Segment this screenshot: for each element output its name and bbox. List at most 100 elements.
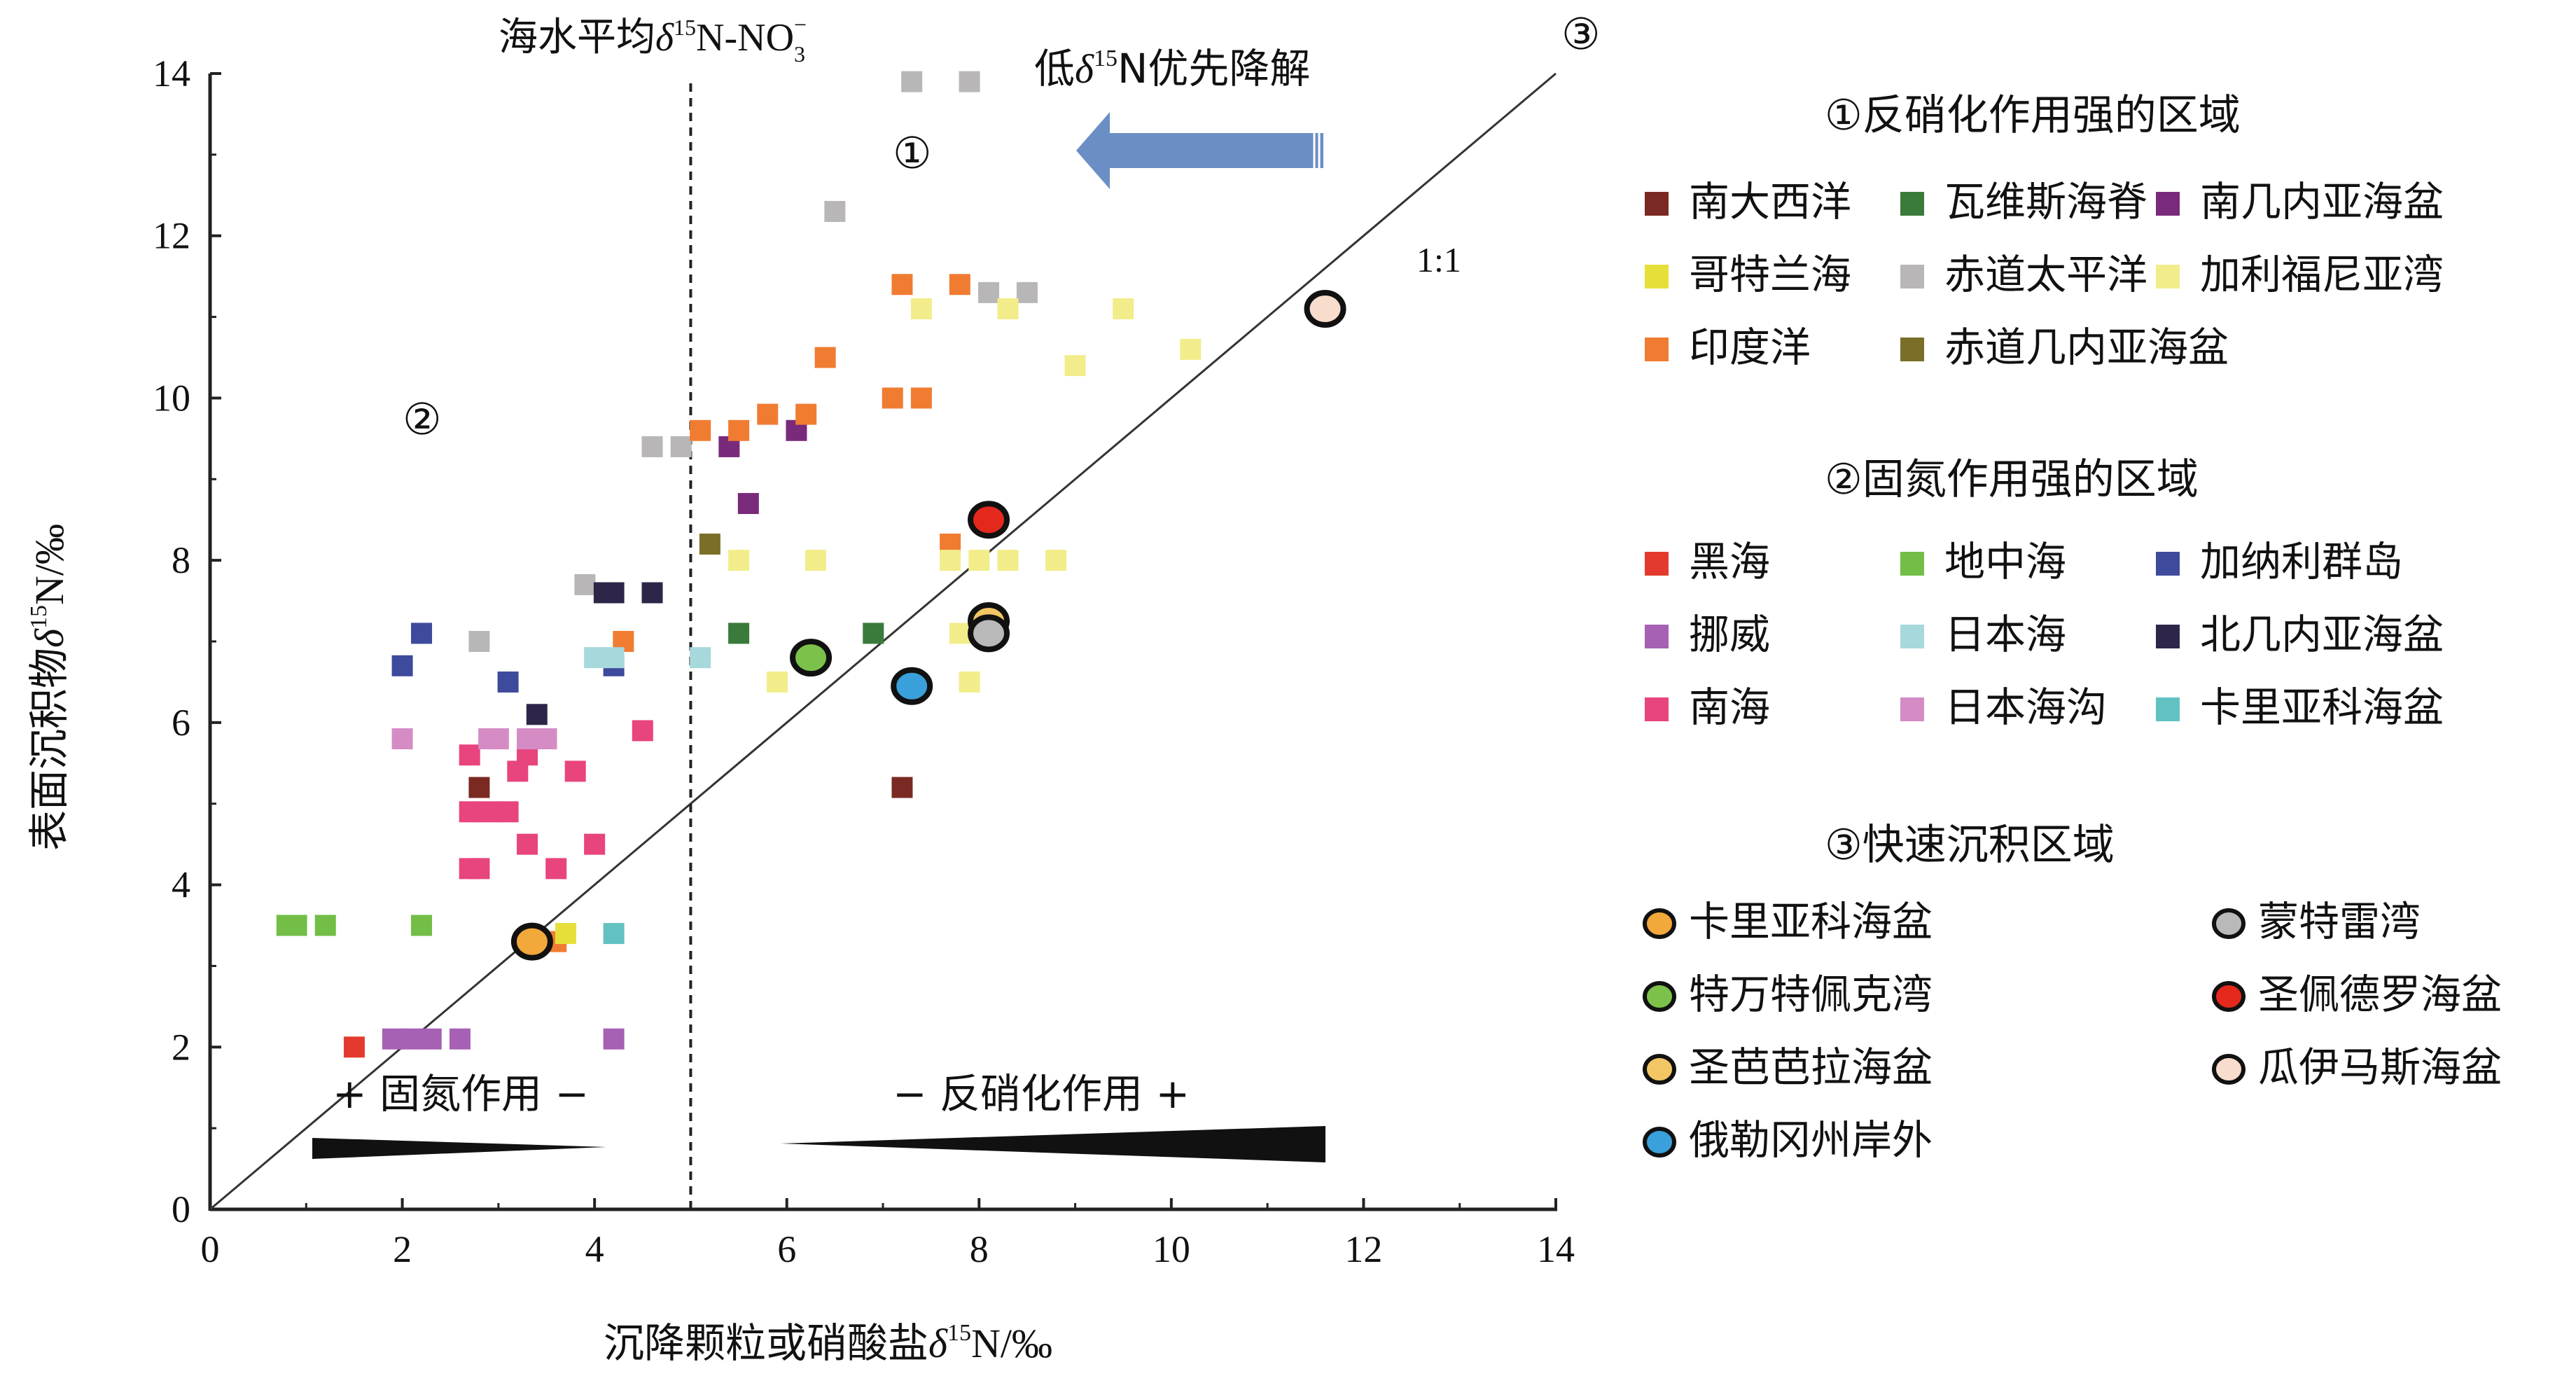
legend-marker-square bbox=[1645, 192, 1669, 216]
legend-label: 南几内亚海盆 bbox=[2200, 178, 2444, 225]
legend-label: 赤道几内亚海盆 bbox=[1944, 324, 2229, 371]
data-point-square bbox=[959, 671, 980, 693]
y-tick-label: 8 bbox=[172, 539, 190, 581]
plot-area: 0 2 4 6 8 10 12 14 0 2 4 6 8 10 12 14 bbox=[153, 53, 1575, 1270]
data-point-square bbox=[420, 1028, 442, 1050]
legend-marker-circle bbox=[2212, 908, 2246, 939]
data-point-square bbox=[728, 550, 750, 571]
x-tick-label: 2 bbox=[393, 1228, 412, 1270]
data-point-circle bbox=[510, 922, 553, 961]
data-point-square bbox=[603, 923, 625, 945]
y-tick-label: 2 bbox=[172, 1026, 190, 1068]
data-point-square bbox=[584, 647, 606, 669]
data-point-square bbox=[391, 728, 413, 750]
data-point-square bbox=[478, 801, 500, 823]
legend-label: 南大西洋 bbox=[1689, 178, 1851, 225]
data-point-square bbox=[997, 550, 1019, 571]
data-point-square bbox=[949, 623, 970, 644]
data-point-square bbox=[824, 200, 846, 222]
data-point-square bbox=[728, 623, 750, 644]
data-point-square bbox=[795, 403, 817, 425]
x-title-prefix: 沉降颗粒或硝酸盐 bbox=[604, 1319, 928, 1367]
data-point-square bbox=[564, 760, 586, 782]
data-point-square bbox=[526, 704, 548, 725]
legend-label: 日本海 bbox=[1944, 611, 2066, 658]
sup-15: 15 bbox=[26, 605, 52, 629]
data-point-square bbox=[449, 1028, 471, 1050]
x-tick-label: 6 bbox=[777, 1228, 796, 1270]
data-point-square bbox=[670, 436, 692, 457]
arrow-label: 低δ15N优先降解 bbox=[1034, 45, 1310, 92]
legend-label: 加利福尼亚湾 bbox=[2200, 251, 2444, 298]
data-point-square bbox=[286, 915, 307, 936]
legend-marker-square bbox=[2156, 265, 2180, 289]
denitrification-label: − 反硝化作用 + bbox=[893, 1070, 1190, 1118]
data-point-square bbox=[545, 858, 567, 880]
x-tick-label: 12 bbox=[1344, 1228, 1382, 1270]
data-point-square bbox=[805, 550, 826, 571]
data-point-square bbox=[1064, 355, 1086, 377]
preferential-degradation-arrow bbox=[1076, 112, 1323, 189]
x-axis-title: 沉降颗粒或硝酸盐δ15N/‰ bbox=[604, 1319, 1052, 1367]
data-point-square bbox=[1045, 550, 1067, 571]
legend-label: 北几内亚海盆 bbox=[2200, 611, 2444, 658]
data-point-square bbox=[632, 720, 653, 742]
nitrogen-fixation-label: + 固氮作用 − bbox=[333, 1070, 589, 1118]
data-point-square bbox=[1180, 338, 1202, 360]
y-title-unit: N/‰ bbox=[27, 524, 72, 605]
data-point-square bbox=[910, 298, 932, 319]
legend-label: 加纳利群岛 bbox=[2200, 538, 2403, 585]
data-point-square bbox=[517, 728, 538, 750]
legend-marker-square bbox=[1645, 552, 1669, 576]
x-tick-label: 4 bbox=[585, 1228, 604, 1270]
legend-marker-square bbox=[1900, 625, 1924, 648]
arrow-label-suffix: N优先降解 bbox=[1118, 45, 1310, 92]
legend-group1-title: ①反硝化作用强的区域 bbox=[1825, 91, 2241, 140]
sup-15: 15 bbox=[1094, 46, 1118, 71]
data-point-square bbox=[459, 744, 480, 766]
x-tick-label: 8 bbox=[970, 1228, 989, 1270]
legend-label: 哥特兰海 bbox=[1689, 251, 1851, 298]
y-tick-label: 4 bbox=[172, 864, 190, 906]
legend-marker-square bbox=[1900, 265, 1924, 289]
legend-marker-square bbox=[1645, 265, 1669, 289]
data-point-square bbox=[891, 777, 913, 798]
data-point-square bbox=[314, 915, 336, 936]
legend-label: 黑海 bbox=[1689, 538, 1770, 585]
legend-marker-square bbox=[2156, 192, 2180, 216]
legend-label: 南海 bbox=[1689, 683, 1770, 731]
legend-marker-square bbox=[1900, 192, 1924, 216]
data-point-square bbox=[959, 71, 980, 92]
data-point-square bbox=[574, 574, 596, 595]
data-point-square bbox=[997, 298, 1019, 319]
legend-marker-square bbox=[1900, 338, 1924, 361]
data-point-square bbox=[690, 419, 711, 441]
data-point-square bbox=[603, 1028, 625, 1050]
data-point-square bbox=[814, 347, 836, 368]
data-point-square bbox=[910, 387, 932, 409]
legend-marker-square bbox=[1900, 552, 1924, 576]
data-point-square bbox=[468, 631, 490, 652]
data-point-square bbox=[728, 419, 750, 441]
data-point-square bbox=[949, 274, 970, 296]
legend-label: 瓦维斯海脊 bbox=[1944, 178, 2147, 225]
data-point-circle bbox=[891, 667, 933, 705]
data-point-square bbox=[584, 833, 606, 855]
legend-marker-square bbox=[2156, 552, 2180, 576]
data-point-square bbox=[891, 274, 913, 296]
x-tick-label: 10 bbox=[1153, 1228, 1190, 1270]
legend-label: 地中海 bbox=[1944, 538, 2066, 585]
data-point-square bbox=[536, 728, 557, 750]
data-point-square bbox=[737, 493, 759, 515]
data-point-square bbox=[487, 728, 509, 750]
delta-symbol: δ bbox=[655, 16, 674, 60]
data-point-square bbox=[1113, 298, 1134, 319]
data-point-square bbox=[863, 623, 884, 644]
circle-markers bbox=[510, 289, 1346, 961]
y-ticks: 0 2 4 6 8 10 12 14 bbox=[153, 53, 221, 1230]
data-point-square bbox=[517, 833, 538, 855]
legend-label: 特万特佩克湾 bbox=[1689, 971, 1933, 1018]
delta-symbol: δ bbox=[27, 628, 72, 648]
